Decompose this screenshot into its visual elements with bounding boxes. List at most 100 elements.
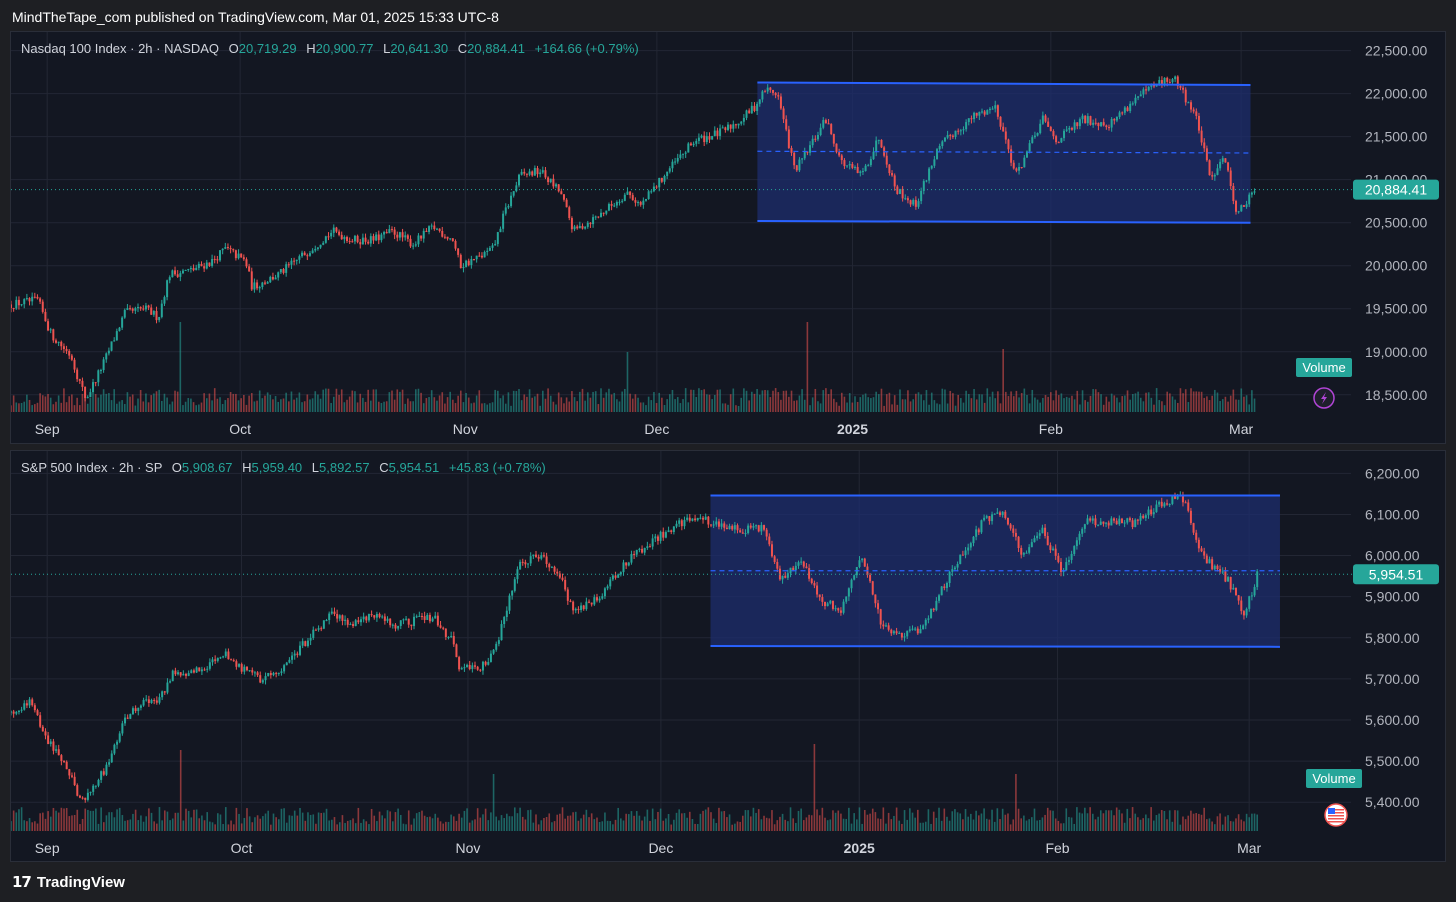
volume-bar: [338, 822, 341, 831]
sp500-chart-panel[interactable]: 6,200.00 6,100.00 6,000.00 5,900.00 5,800.00…: [10, 450, 1446, 862]
candle-body: [1091, 518, 1094, 521]
volume-bar: [404, 403, 407, 412]
volume-bar: [475, 395, 478, 412]
candle-body: [153, 699, 156, 701]
candle-body: [308, 253, 311, 256]
candle-body: [585, 601, 588, 610]
sp500-chart-svg[interactable]: 6,200.006,100.006,000.005,900.005,800.00…: [11, 451, 1445, 861]
volume-bar: [330, 402, 332, 412]
volume-bar: [662, 820, 665, 831]
candle-body: [232, 249, 235, 251]
volume-bar: [1036, 820, 1038, 831]
volume-bar: [824, 817, 826, 831]
volume-bar: [659, 808, 662, 831]
volume-bar: [1192, 813, 1195, 831]
volume-bar: [1235, 818, 1237, 831]
candle-body: [629, 191, 632, 196]
volume-bar: [444, 403, 446, 412]
candle-body: [171, 670, 174, 682]
candle-body: [44, 731, 47, 736]
candle-body: [401, 232, 404, 238]
volume-bar: [906, 819, 909, 831]
volume-bar: [264, 813, 267, 831]
volume-bar: [348, 396, 351, 412]
volume-bar: [108, 812, 110, 831]
volume-bar: [510, 405, 512, 412]
volume-bar: [954, 405, 957, 412]
volume-bar: [18, 403, 20, 412]
candle-body: [840, 155, 843, 161]
volume-bar: [553, 821, 556, 831]
volume-bar: [140, 815, 142, 831]
volume-bar: [332, 396, 335, 412]
candle-body: [858, 560, 861, 568]
volume-bar: [1039, 402, 1042, 412]
candle-body: [346, 236, 349, 242]
candle-body: [875, 140, 878, 152]
volume-bar: [1070, 817, 1073, 831]
volume-bar: [1176, 402, 1179, 412]
candle-body: [1192, 523, 1195, 533]
candle-body: [81, 797, 84, 799]
volume-bar: [18, 809, 20, 831]
volume-bar: [1243, 821, 1245, 831]
tradingview-footer[interactable]: 𝟭𝟳 TradingView: [12, 873, 125, 892]
candle-body: [298, 256, 301, 260]
candle-body: [1044, 527, 1047, 536]
volume-bar: [642, 402, 645, 412]
volume-bar: [134, 405, 137, 412]
candle-body: [695, 140, 698, 144]
candle-body: [468, 664, 471, 669]
volume-bar: [28, 818, 31, 831]
candle-body: [588, 601, 591, 603]
volume-bar: [568, 401, 571, 412]
channel-top-line: [757, 81, 1251, 87]
candle-body: [200, 669, 203, 672]
volume-bar: [1081, 390, 1084, 412]
volume-bar: [765, 817, 768, 831]
volume-bar: [238, 813, 240, 831]
nasdaq-chart-svg[interactable]: 22,500.0022,000.0021,500.0021,000.0020,5…: [11, 32, 1445, 443]
candle-body: [378, 613, 381, 618]
candle-body: [54, 340, 57, 343]
nasdaq-chart-panel[interactable]: 22,500.0022,000.0021,500.0021,000.0020,5…: [10, 31, 1446, 444]
candle-body: [794, 565, 797, 571]
candle-body: [1018, 167, 1021, 171]
candle-body: [1094, 518, 1097, 526]
volume-bar: [102, 389, 105, 412]
volume-bar: [527, 810, 529, 831]
candle-body: [768, 536, 771, 545]
candle-body: [740, 121, 743, 124]
candle-body: [654, 536, 657, 539]
candle-body: [221, 248, 224, 251]
candle-body: [1179, 86, 1182, 88]
volume-label: Volume: [1302, 360, 1345, 375]
volume-bar: [81, 818, 84, 831]
volume-bar: [322, 389, 325, 412]
volume-bar: [182, 820, 185, 831]
volume-label-box[interactable]: [1296, 358, 1352, 377]
volume-bar: [687, 402, 690, 412]
volume-bar: [1052, 400, 1055, 412]
volume-bar: [1002, 349, 1004, 412]
volume-bar: [1036, 399, 1039, 412]
volume-bar: [118, 807, 121, 831]
volume-bar: [340, 389, 343, 412]
candle-body: [388, 229, 391, 234]
candle-body: [639, 202, 642, 205]
candle-body: [31, 296, 34, 302]
volume-label-box[interactable]: [1306, 769, 1362, 788]
volume-bar: [745, 390, 748, 412]
volume-bar: [1020, 818, 1023, 831]
y-tick-label: 22,500.00: [1365, 43, 1427, 59]
candle-body: [1100, 122, 1103, 127]
candle-body: [369, 236, 372, 244]
volume-bar: [169, 820, 171, 831]
volume-bar: [314, 391, 317, 412]
candle-body: [11, 711, 12, 713]
volume-bar: [557, 392, 560, 412]
volume-bar: [1232, 821, 1235, 831]
candle-body: [757, 525, 760, 532]
candle-body: [131, 308, 134, 311]
volume-bar: [1012, 396, 1015, 412]
